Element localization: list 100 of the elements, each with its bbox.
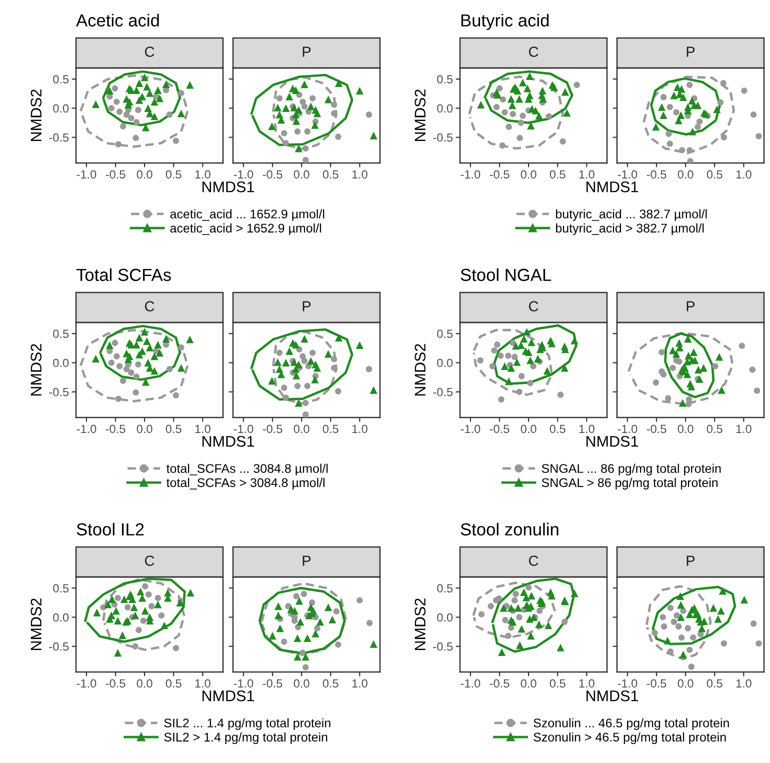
point — [523, 328, 531, 336]
point — [312, 630, 320, 638]
chart-subtitle: C — [528, 556, 538, 566]
point — [715, 353, 724, 361]
point — [527, 632, 535, 640]
point — [560, 138, 566, 145]
point — [294, 653, 302, 661]
point — [740, 596, 748, 604]
x-tick-label: 0.5 — [550, 170, 566, 179]
point — [294, 144, 302, 152]
point — [522, 594, 530, 602]
point — [691, 356, 699, 364]
point — [756, 133, 762, 140]
point — [176, 598, 184, 606]
point — [694, 124, 701, 130]
point — [154, 86, 162, 94]
point — [512, 342, 520, 350]
point — [146, 591, 152, 598]
point — [678, 147, 686, 154]
y-tick-label: 0.0 — [53, 613, 69, 622]
legend-label: Szonulin ... 46.5 pg/mg total protein — [534, 718, 729, 730]
point — [507, 604, 515, 612]
point — [526, 72, 534, 80]
legend-label: SNGAL ... 86 pg/mg total protein — [542, 464, 721, 476]
point — [114, 616, 122, 625]
point — [500, 604, 508, 612]
point — [652, 123, 660, 131]
point — [294, 634, 302, 642]
point — [335, 642, 342, 648]
x-tick-label: -0.5 — [490, 424, 510, 434]
point — [282, 140, 289, 146]
point — [268, 376, 276, 385]
point — [324, 350, 332, 358]
x-tick-label: 0.0 — [520, 424, 536, 434]
point — [496, 85, 503, 92]
point — [112, 340, 118, 346]
x-tick-label: 0.5 — [166, 170, 182, 179]
point — [556, 644, 564, 652]
point — [281, 130, 288, 136]
point — [561, 88, 569, 96]
point — [660, 623, 668, 630]
point — [307, 357, 315, 365]
point — [658, 103, 666, 111]
point — [302, 400, 309, 406]
point — [366, 620, 373, 626]
point — [132, 340, 140, 348]
point — [115, 141, 122, 148]
point — [146, 89, 154, 97]
point — [502, 109, 508, 116]
point — [756, 640, 762, 647]
x-tick-label: -0.5 — [646, 679, 666, 688]
y-axis-title: NMDS2 — [30, 344, 42, 396]
point — [506, 124, 512, 130]
point — [302, 664, 309, 670]
point — [294, 128, 301, 135]
point — [688, 664, 694, 670]
point — [516, 614, 522, 620]
point — [516, 641, 524, 649]
point — [536, 608, 543, 614]
point — [162, 335, 170, 343]
chart-subtitle: P — [302, 301, 311, 312]
point — [688, 382, 696, 390]
x-axis-title: NMDS1 — [586, 436, 638, 447]
point — [112, 85, 118, 92]
x-tick-label: 0.0 — [678, 170, 694, 179]
point — [512, 590, 519, 598]
legend-label: SNGAL > 86 pg/mg total protein — [542, 478, 718, 490]
x-tick-label: 1.0 — [579, 424, 594, 434]
point — [314, 625, 320, 632]
y-tick-label: 0.5 — [53, 584, 69, 592]
y-tick-label: 0.0 — [53, 358, 69, 368]
point — [750, 112, 757, 118]
point — [300, 590, 307, 598]
point — [301, 103, 308, 110]
point — [292, 86, 300, 94]
point — [143, 337, 151, 345]
point — [160, 622, 168, 630]
point — [660, 111, 668, 120]
point — [690, 348, 698, 356]
x-tick-label: -1.0 — [618, 424, 638, 434]
point — [741, 88, 748, 94]
point — [136, 588, 144, 596]
point — [156, 349, 164, 357]
x-tick-label: 1.0 — [195, 424, 210, 434]
point — [300, 335, 308, 343]
point — [665, 395, 672, 402]
point — [684, 335, 692, 343]
legend-label: total_SCFAs ... 3084.8 µmol/l — [166, 464, 328, 476]
point — [652, 630, 658, 636]
point — [335, 388, 342, 394]
point — [286, 92, 294, 100]
point — [135, 361, 142, 368]
point — [136, 350, 144, 358]
point — [500, 96, 506, 103]
chart-title: Stool zonulin — [460, 522, 558, 536]
point — [660, 94, 667, 100]
chart-subtitle: P — [686, 301, 695, 312]
point — [132, 134, 139, 142]
point — [526, 356, 534, 364]
point — [140, 328, 148, 336]
